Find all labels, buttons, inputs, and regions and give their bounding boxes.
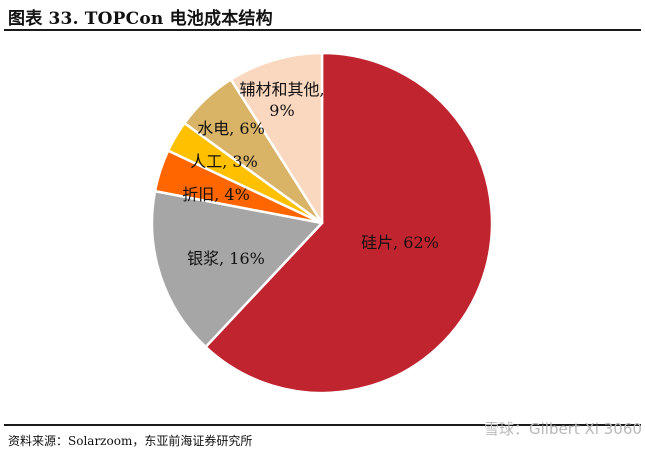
pie-chart: 硅片, 62% 银浆, 16% 折旧, 4% 人工, 3% 水电, 6%辅材和其他, 9% [150, 51, 494, 395]
pie-slice-1 [204, 51, 494, 395]
title-divider [4, 29, 641, 31]
data-label-6: 辅材和其他, 9% [239, 80, 324, 120]
footer-divider [4, 424, 641, 426]
data-label-1: 硅片, 62% [361, 233, 439, 252]
data-label-4: 人工, 3% [190, 152, 258, 171]
pie-slice-2 [150, 189, 324, 349]
data-label-3: 折旧, 4% [182, 185, 250, 204]
watermark: 雪球：Gilbert Xi 3060 [484, 420, 642, 438]
data-label-2: 银浆, 16% [187, 249, 265, 268]
source-note: 资料来源：Solarzoom，东亚前海证券研究所 [8, 434, 253, 448]
data-label-5: 水电, 6% [197, 119, 265, 138]
pie-data-labels: 硅片, 62% 银浆, 16% 折旧, 4% 人工, 3% 水电, 6%辅材和其他, 9% [182, 80, 439, 268]
pie-slice-6 [229, 51, 324, 225]
chart-title: 图表 33. TOPCon 电池成本结构 [8, 9, 273, 29]
pie-slices [150, 51, 494, 395]
